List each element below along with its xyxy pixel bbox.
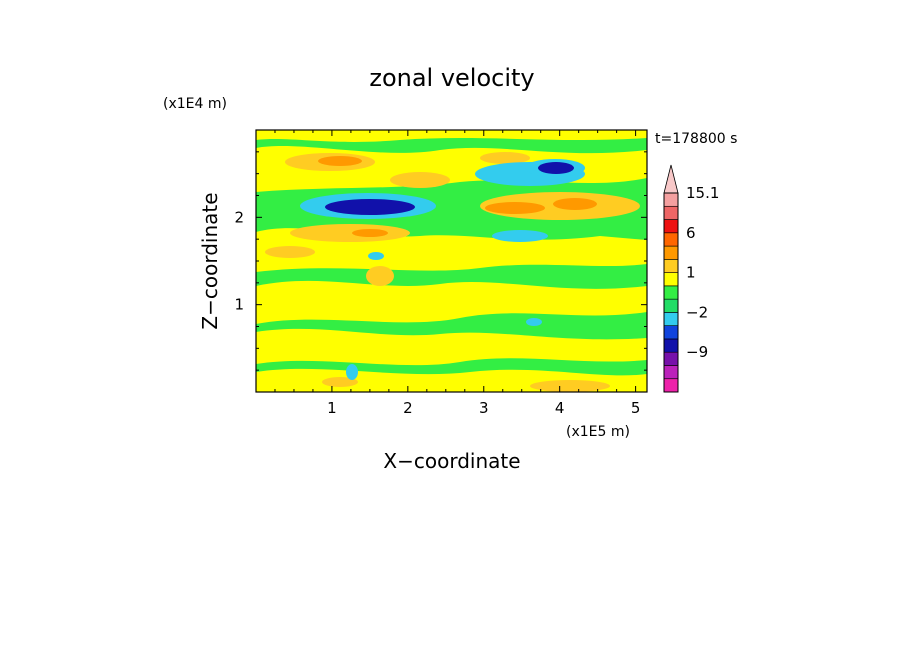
colorbar-swatch [663, 272, 679, 287]
colorbar-swatch [663, 245, 679, 260]
blob-blue-a [325, 199, 415, 215]
y-tick-label: 1 [234, 296, 244, 314]
y-axis: 12 [234, 151, 647, 371]
band-lower [256, 328, 647, 366]
colorbar-tick-label: 6 [686, 224, 696, 242]
blob-orange-d2 [352, 229, 388, 237]
y-tick-label: 2 [234, 208, 244, 226]
colorbar-tick-label: −2 [686, 303, 708, 321]
colorbar-swatch [663, 205, 679, 220]
x-tick-label: 1 [327, 399, 337, 417]
blob-orange-h [530, 380, 610, 392]
colorbar-frame [663, 192, 679, 393]
colorbar-arrow [663, 164, 679, 194]
blob-cyan-f [346, 364, 358, 380]
colorbar-tick-label: −9 [686, 343, 708, 361]
band-top [256, 130, 647, 142]
colorbar-swatch [663, 351, 679, 366]
blob-orange-f [265, 246, 315, 258]
x-axis: 1 2 3 4 5 [274, 130, 641, 417]
x-tick-label: 3 [479, 399, 489, 417]
blob-blue-b [538, 162, 574, 174]
colorbar-swatch [663, 298, 679, 313]
colorbar-swatch [663, 259, 679, 273]
colorbar-swatch [663, 232, 679, 247]
colorbar: 15.1 6 1 −2 −9 [663, 164, 719, 393]
colorbar-swatch [663, 365, 679, 380]
colorbar-swatch [663, 378, 679, 393]
colorbar-swatch [663, 325, 679, 340]
blob-orange-g [480, 152, 530, 164]
blob-cyan-c [492, 230, 548, 242]
colorbar-tick-label: 15.1 [686, 184, 719, 202]
x-tick-label: 4 [555, 399, 565, 417]
colorbar-swatch [663, 285, 679, 300]
blob-orange-a2 [318, 156, 362, 166]
colorbar-swatch [663, 338, 679, 353]
blob-cyan-e [526, 318, 542, 326]
chart-title: zonal velocity [369, 64, 534, 92]
blob-orange-c3 [553, 198, 597, 210]
blob-orange-d [290, 224, 410, 242]
blob-cyan-d [368, 252, 384, 260]
x-tick-label: 2 [403, 399, 413, 417]
y-unit-label: (x1E4 m) [163, 96, 227, 112]
blob-orange-e [366, 266, 394, 286]
colorbar-swatch [663, 219, 679, 234]
colorbar-swatch [663, 312, 679, 326]
blob-orange-b [390, 172, 450, 188]
negative-blobs [300, 159, 585, 380]
blob-orange-i [322, 377, 358, 387]
x-tick-label: 5 [631, 399, 641, 417]
colorbar-tick-label: 1 [686, 264, 696, 282]
blob-orange-c2 [485, 202, 545, 214]
y-axis-title: Z−coordinate [198, 192, 222, 329]
x-unit-label: (x1E5 m) [566, 424, 630, 440]
x-axis-title: X−coordinate [383, 449, 520, 473]
time-label: t=178800 s [655, 131, 737, 147]
colorbar-swatch [663, 192, 679, 207]
band-middle [256, 280, 647, 324]
positive-blobs [265, 152, 640, 392]
plot-area [256, 130, 647, 392]
